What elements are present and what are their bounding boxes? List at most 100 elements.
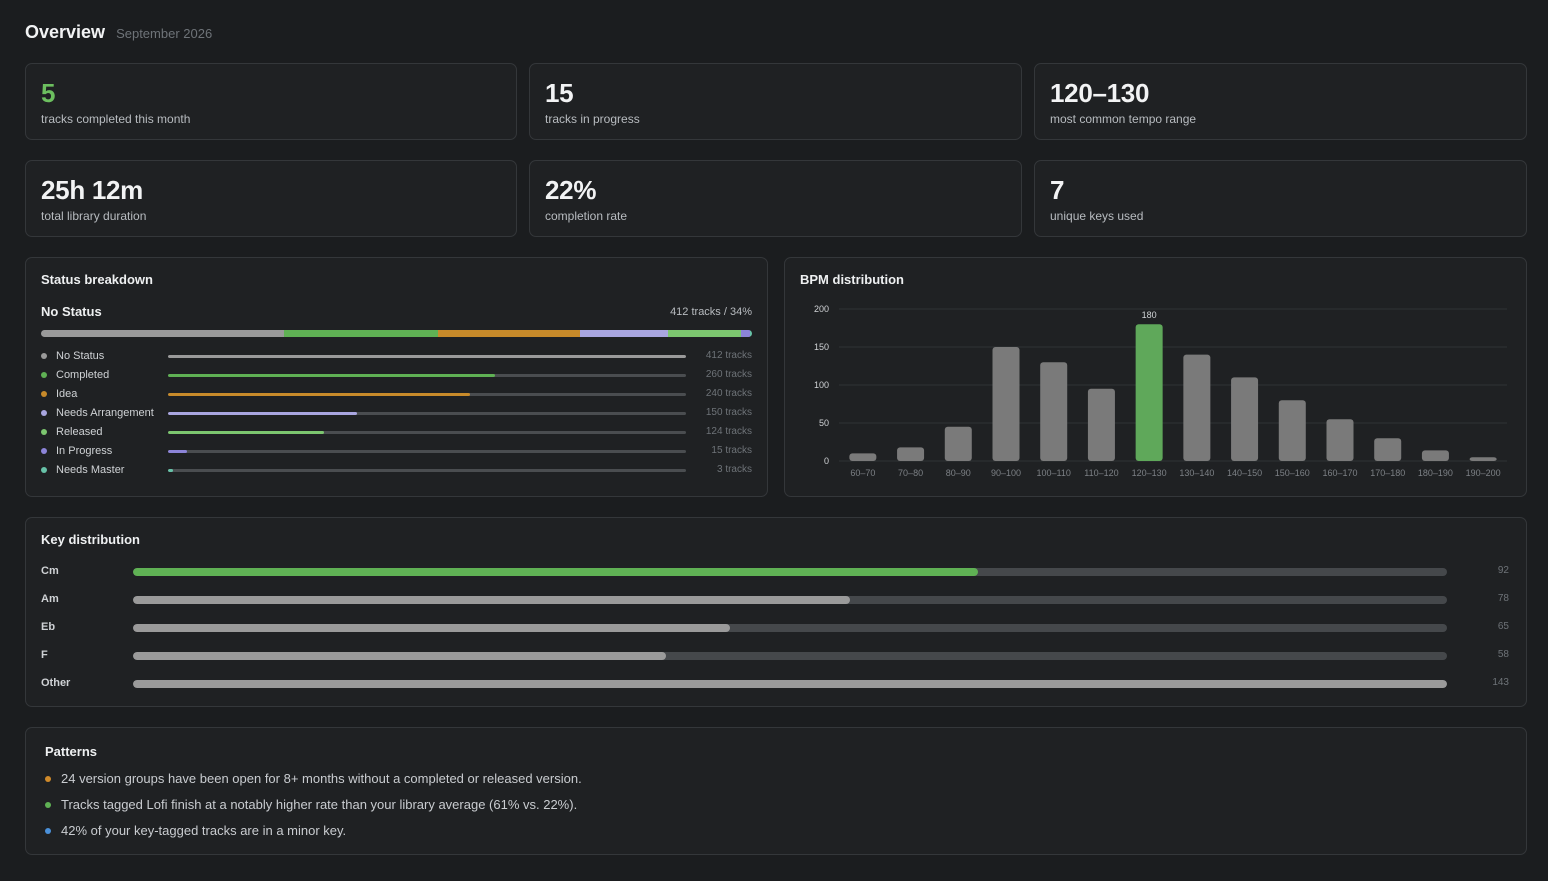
status-row[interactable]: In Progress 15 tracks bbox=[41, 443, 752, 462]
bpm-bar[interactable] bbox=[992, 347, 1020, 461]
bpm-bar[interactable] bbox=[1231, 377, 1259, 461]
key-list: Cm 92 Am 78 Eb 65 F 58 Other 143 bbox=[41, 560, 1509, 700]
key-count: 143 bbox=[1492, 677, 1509, 688]
key-name: Other bbox=[41, 677, 71, 689]
x-tick-label: 60–70 bbox=[850, 468, 875, 478]
key-name: Cm bbox=[41, 565, 59, 577]
pattern-item: Tracks tagged Lofi finish at a notably h… bbox=[45, 797, 582, 823]
bpm-bar[interactable] bbox=[944, 426, 972, 461]
bullet-dot-icon bbox=[45, 802, 51, 808]
status-track bbox=[168, 412, 686, 415]
stat-value: 5 bbox=[41, 78, 56, 108]
status-name: In Progress bbox=[56, 445, 113, 457]
key-name: F bbox=[41, 649, 48, 661]
status-track bbox=[168, 450, 686, 453]
bpm-bar[interactable] bbox=[1326, 419, 1354, 461]
status-row[interactable]: Released 124 tracks bbox=[41, 424, 752, 443]
stacked-segment[interactable] bbox=[41, 330, 285, 337]
bpm-bar[interactable] bbox=[1135, 324, 1163, 461]
stat-value: 25h 12m bbox=[41, 175, 143, 205]
status-dot-icon bbox=[41, 353, 47, 359]
bpm-bar[interactable] bbox=[1183, 354, 1211, 461]
stat-card-in-progress: 15 tracks in progress bbox=[529, 63, 1022, 140]
y-tick-label: 150 bbox=[814, 342, 829, 352]
status-dot-icon bbox=[41, 391, 47, 397]
key-count: 58 bbox=[1497, 649, 1509, 660]
stat-label: tracks in progress bbox=[545, 112, 640, 126]
status-row[interactable]: Idea 240 tracks bbox=[41, 386, 752, 405]
bpm-bar[interactable] bbox=[897, 447, 925, 461]
bpm-bar[interactable] bbox=[1469, 457, 1497, 461]
stacked-segment[interactable] bbox=[579, 330, 669, 337]
y-tick-label: 50 bbox=[819, 418, 829, 428]
key-row[interactable]: F 58 bbox=[41, 644, 1509, 672]
stat-label: tracks completed this month bbox=[41, 112, 191, 126]
key-track bbox=[133, 652, 1447, 660]
key-row[interactable]: Eb 65 bbox=[41, 616, 1509, 644]
status-name: No Status bbox=[56, 350, 105, 362]
stat-value: 15 bbox=[545, 78, 574, 108]
status-name: Released bbox=[56, 426, 103, 438]
stat-value: 22% bbox=[545, 175, 597, 205]
panel-title: Patterns bbox=[45, 744, 98, 759]
status-name: Needs Arrangement bbox=[56, 407, 154, 419]
bpm-bar[interactable] bbox=[1278, 400, 1306, 461]
status-row[interactable]: Needs Arrangement 150 tracks bbox=[41, 405, 752, 424]
status-dot-icon bbox=[41, 410, 47, 416]
y-tick-label: 100 bbox=[814, 380, 829, 390]
x-tick-label: 190–200 bbox=[1466, 468, 1501, 478]
status-fill bbox=[168, 431, 324, 434]
status-dot-icon bbox=[41, 372, 47, 378]
stacked-segment[interactable] bbox=[668, 330, 742, 337]
status-list: No Status 412 tracks Completed 260 tracks Id… bbox=[41, 348, 752, 481]
stat-card-completed: 5 tracks completed this month bbox=[25, 63, 517, 140]
y-tick-label: 0 bbox=[824, 456, 829, 466]
stacked-segment[interactable] bbox=[284, 330, 438, 337]
page-header: Overview September 2026 bbox=[25, 22, 212, 43]
bpm-bar[interactable] bbox=[849, 453, 877, 461]
x-tick-label: 130–140 bbox=[1179, 468, 1214, 478]
status-track bbox=[168, 469, 686, 472]
stat-card-completion-rate: 22% completion rate bbox=[529, 160, 1022, 237]
status-count: 124 tracks bbox=[705, 426, 752, 437]
stacked-segment[interactable] bbox=[750, 330, 752, 337]
status-row[interactable]: Needs Master 3 tracks bbox=[41, 462, 752, 481]
stat-card-keys: 7 unique keys used bbox=[1034, 160, 1527, 237]
key-count: 65 bbox=[1497, 621, 1509, 632]
stat-label: most common tempo range bbox=[1050, 112, 1197, 126]
status-row[interactable]: No Status 412 tracks bbox=[41, 348, 752, 367]
status-name: Idea bbox=[56, 388, 78, 400]
pattern-text: Tracks tagged Lofi finish at a notably h… bbox=[61, 797, 578, 812]
status-track bbox=[168, 393, 686, 396]
status-name: Completed bbox=[56, 369, 110, 381]
page-title: Overview bbox=[25, 22, 106, 42]
key-row[interactable]: Other 143 bbox=[41, 672, 1509, 700]
bpm-bar[interactable] bbox=[1421, 450, 1449, 461]
key-fill bbox=[133, 624, 731, 632]
status-track bbox=[168, 431, 686, 434]
key-name: Eb bbox=[41, 621, 56, 633]
bpm-bar[interactable] bbox=[1040, 362, 1068, 461]
key-row[interactable]: Cm 92 bbox=[41, 560, 1509, 588]
key-row[interactable]: Am 78 bbox=[41, 588, 1509, 616]
key-fill bbox=[133, 568, 979, 576]
bpm-bar[interactable] bbox=[1087, 388, 1115, 461]
status-fill bbox=[168, 469, 174, 472]
bpm-bar[interactable] bbox=[1374, 438, 1402, 461]
status-row[interactable]: Completed 260 tracks bbox=[41, 367, 752, 386]
stacked-segment[interactable] bbox=[437, 330, 580, 337]
stacked-segment[interactable] bbox=[741, 330, 751, 337]
stat-card-tempo: 120–130 most common tempo range bbox=[1034, 63, 1527, 140]
key-fill bbox=[133, 596, 850, 604]
selected-status-label: No Status bbox=[41, 304, 102, 319]
status-stacked-bar bbox=[41, 330, 752, 337]
key-track bbox=[133, 568, 1447, 576]
stat-label: unique keys used bbox=[1050, 209, 1144, 223]
status-count: 3 tracks bbox=[716, 464, 752, 475]
stat-label: completion rate bbox=[545, 209, 628, 223]
x-tick-label: 150–160 bbox=[1275, 468, 1310, 478]
x-tick-label: 160–170 bbox=[1322, 468, 1357, 478]
key-fill bbox=[133, 680, 1447, 688]
status-count: 260 tracks bbox=[705, 369, 752, 380]
status-track bbox=[168, 355, 686, 358]
